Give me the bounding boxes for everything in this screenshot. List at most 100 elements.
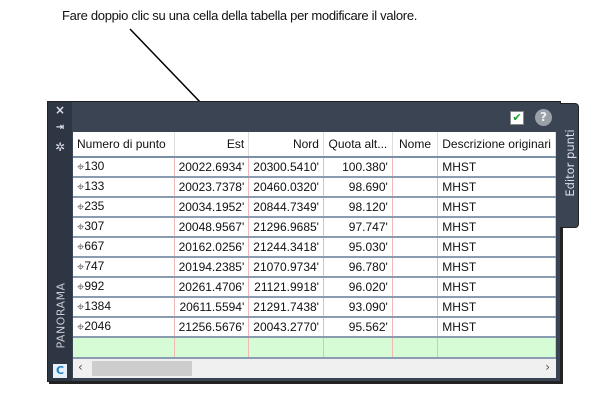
- close-icon[interactable]: ×: [54, 103, 66, 117]
- table-cell[interactable]: ⌖ 307: [73, 217, 175, 238]
- column-header[interactable]: Nord: [248, 132, 324, 158]
- table-cell[interactable]: MHST: [437, 157, 556, 178]
- table-row[interactable]: ⌖ 1384 20611.5594' 21291.7438' 93.090' MHST: [73, 297, 556, 318]
- cell-value: MHST: [442, 160, 477, 174]
- table-cell[interactable]: 20300.5410': [248, 157, 324, 178]
- table-row[interactable]: ⌖ 2046 21256.5676' 20043.2770' 95.562' MHST: [73, 317, 556, 338]
- table-cell[interactable]: 20194.2385': [174, 257, 250, 278]
- table-cell[interactable]: ⌖ 747: [73, 257, 175, 278]
- table-cell[interactable]: 20162.0256': [174, 237, 250, 258]
- table-cell[interactable]: 21296.9685': [248, 217, 324, 238]
- table-row[interactable]: ⌖ 992 20261.4706' 21121.9918' 96.020' MHST: [73, 277, 556, 298]
- table-cell[interactable]: 21256.5676': [174, 317, 250, 338]
- table-cell[interactable]: ⌖ 235: [73, 197, 175, 218]
- table-cell[interactable]: [392, 277, 439, 298]
- column-header[interactable]: Descrizione originari: [437, 132, 556, 158]
- table-row[interactable]: ⌖ 667 20162.0256' 21244.3418' 95.030' MHST: [73, 237, 556, 258]
- table-cell[interactable]: MHST: [437, 277, 556, 298]
- palette-title-strip[interactable]: × ⇥ ✲ PANORAMA C: [48, 102, 72, 381]
- table-cell[interactable]: MHST: [437, 237, 556, 258]
- instruction-callout: Fare doppio clic su una cella della tabe…: [62, 8, 418, 23]
- cell-value: MHST: [442, 180, 477, 194]
- table-row[interactable]: ⌖ 130 20022.6934' 20300.5410' 100.380' MHST: [73, 157, 556, 178]
- help-icon[interactable]: ?: [535, 109, 552, 126]
- settings-icon[interactable]: ✲: [54, 140, 66, 154]
- table-row[interactable]: ⌖ 747 20194.2385' 21070.9734' 96.780' MHST: [73, 257, 556, 278]
- table-cell[interactable]: 95.030': [323, 237, 393, 258]
- table-cell[interactable]: ⌖ 133: [73, 177, 175, 198]
- table-cell[interactable]: 20460.0320': [248, 177, 324, 198]
- table-cell[interactable]: [323, 337, 393, 359]
- column-header[interactable]: Est: [174, 132, 250, 158]
- table-cell[interactable]: 20043.2770': [248, 317, 324, 338]
- table-cell[interactable]: ⌖ 130: [73, 157, 175, 178]
- table-cell[interactable]: 20048.9567': [174, 217, 250, 238]
- table-cell[interactable]: 95.562': [323, 317, 393, 338]
- table-cell[interactable]: MHST: [437, 297, 556, 318]
- table-cell[interactable]: 21244.3418': [248, 237, 324, 258]
- table-cell[interactable]: MHST: [437, 217, 556, 238]
- scroll-left-icon[interactable]: ‹: [78, 360, 83, 374]
- autohide-icon[interactable]: ⇥: [55, 122, 65, 133]
- table-cell[interactable]: ⌖ 2046: [73, 317, 175, 338]
- table-cell[interactable]: [392, 217, 439, 238]
- table-cell[interactable]: [174, 337, 250, 359]
- table-cell[interactable]: [73, 337, 175, 359]
- table-cell[interactable]: 21291.7438': [248, 297, 324, 318]
- table-cell[interactable]: [392, 317, 439, 338]
- cell-value: 992: [84, 279, 105, 293]
- table-cell[interactable]: 98.120': [323, 197, 393, 218]
- table-cell[interactable]: 93.090': [323, 297, 393, 318]
- scrollbar-thumb[interactable]: [92, 361, 192, 376]
- table-cell[interactable]: 20611.5594': [174, 297, 250, 318]
- table-cell[interactable]: ⌖ 667: [73, 237, 175, 258]
- cell-value: 21121.9918': [254, 280, 319, 294]
- column-header[interactable]: Quota alt...: [323, 132, 393, 158]
- table-cell[interactable]: [392, 297, 439, 318]
- table-cell[interactable]: 20022.6934': [174, 157, 250, 178]
- table-cell[interactable]: [392, 177, 439, 198]
- table-cell[interactable]: 98.690': [323, 177, 393, 198]
- tab-label: Editor punti: [563, 129, 577, 197]
- table-cell[interactable]: 20261.4706': [174, 277, 250, 298]
- cell-value: MHST: [442, 200, 477, 214]
- table-cell[interactable]: ⌖ 1384: [73, 297, 175, 318]
- table-cell[interactable]: 20844.7349': [248, 197, 324, 218]
- horizontal-scrollbar[interactable]: ‹ ›: [73, 359, 556, 378]
- cell-value: 2046: [84, 319, 112, 333]
- apply-checkmark-icon[interactable]: ✔: [510, 111, 524, 125]
- table-row[interactable]: ⌖ 133 20023.7378' 20460.0320' 98.690' MHST: [73, 177, 556, 198]
- table-cell[interactable]: 20034.1952': [174, 197, 250, 218]
- table-cell[interactable]: MHST: [437, 177, 556, 198]
- table-cell[interactable]: [392, 257, 439, 278]
- table-cell[interactable]: [392, 337, 439, 359]
- new-row[interactable]: [73, 337, 556, 359]
- table-cell[interactable]: 96.780': [323, 257, 393, 278]
- scroll-right-icon[interactable]: ›: [545, 360, 550, 374]
- column-header[interactable]: Numero di punto: [73, 132, 175, 158]
- table-cell[interactable]: MHST: [437, 197, 556, 218]
- cell-value: 747: [84, 259, 105, 273]
- table-cell[interactable]: [392, 157, 439, 178]
- table-row[interactable]: ⌖ 235 20034.1952' 20844.7349' 98.120' MHST: [73, 197, 556, 218]
- table-cell[interactable]: ⌖ 992: [73, 277, 175, 298]
- table-cell[interactable]: MHST: [437, 257, 556, 278]
- table-cell[interactable]: 21070.9734': [248, 257, 324, 278]
- table-cell[interactable]: 21121.9918': [248, 277, 324, 298]
- cell-value: MHST: [442, 260, 477, 274]
- table-cell[interactable]: 20023.7378': [174, 177, 250, 198]
- cell-value: 20261.4706': [178, 280, 245, 294]
- table-cell[interactable]: 100.380': [323, 157, 393, 178]
- table-cell[interactable]: [392, 197, 439, 218]
- table-cell[interactable]: 96.020': [323, 277, 393, 298]
- table-cell[interactable]: [248, 337, 324, 359]
- tab-editor-punti[interactable]: Editor punti: [560, 103, 579, 228]
- table-cell[interactable]: [437, 337, 556, 359]
- table-cell[interactable]: MHST: [437, 317, 556, 338]
- column-header[interactable]: Nome: [392, 132, 439, 158]
- cell-value: 20611.5594': [179, 300, 245, 314]
- table-cell[interactable]: [392, 237, 439, 258]
- table-cell[interactable]: 97.747': [323, 217, 393, 238]
- table-row[interactable]: ⌖ 307 20048.9567' 21296.9685' 97.747' MHST: [73, 217, 556, 238]
- cell-value: 93.090': [348, 300, 388, 314]
